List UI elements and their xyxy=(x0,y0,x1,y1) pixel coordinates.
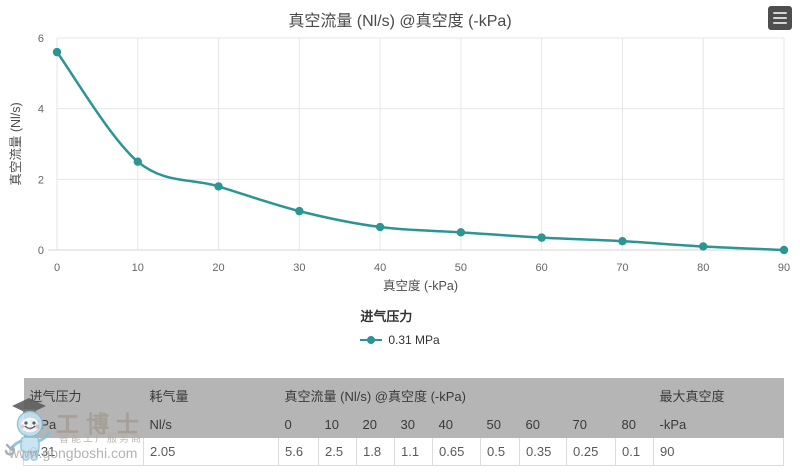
data-point[interactable] xyxy=(295,206,304,216)
unit-header: Nl/s xyxy=(143,410,279,438)
data-point[interactable] xyxy=(779,245,789,255)
x-tick-label: 80 xyxy=(697,262,709,274)
cell-flow-0: 5.6 xyxy=(278,438,319,466)
unit-header: 0 xyxy=(278,410,319,438)
column-group-vacuum-flow: 真空流量 (Nl/s) @真空度 (-kPa) xyxy=(278,378,654,410)
data-point[interactable] xyxy=(214,182,223,191)
unit-header: 50 xyxy=(480,410,520,438)
cell-flow-30: 1.1 xyxy=(394,438,433,466)
data-point[interactable] xyxy=(699,242,708,251)
data-point[interactable] xyxy=(52,47,62,57)
x-tick-label: 10 xyxy=(132,262,144,274)
data-point[interactable] xyxy=(133,157,142,166)
legend-title: 进气压力 xyxy=(360,309,413,324)
series-marker-icon xyxy=(360,336,383,344)
x-axis-title: 真空度 (-kPa) xyxy=(383,278,458,293)
table-row: 0.31 2.05 5.6 2.5 1.8 1.1 0.65 0.5 0.35 … xyxy=(23,438,785,466)
cell-flow-70: 0.25 xyxy=(566,438,616,466)
unit-header: 80 xyxy=(615,410,654,438)
cell-flow-50: 0.5 xyxy=(480,438,520,466)
x-tick-label: 90 xyxy=(778,262,790,274)
cell-flow-60: 0.35 xyxy=(519,438,567,466)
y-tick-label: 6 xyxy=(38,33,44,45)
cell-air-consumption: 2.05 xyxy=(143,438,279,466)
y-tick-label: 0 xyxy=(38,245,44,257)
legend-label: 0.31 MPa xyxy=(388,333,440,347)
hamburger-menu-icon xyxy=(773,11,787,15)
unit-header: 40 xyxy=(432,410,481,438)
unit-header: 60 xyxy=(519,410,567,438)
x-tick-label: 70 xyxy=(616,262,628,274)
unit-header: 20 xyxy=(356,410,395,438)
unit-header: 10 xyxy=(318,410,357,438)
data-point[interactable] xyxy=(618,236,627,246)
y-axis-title: 真空流量 (Nl/s) xyxy=(9,102,23,185)
column-group-max-vacuum: 最大真空度 xyxy=(653,378,784,410)
unit-header: MPa xyxy=(23,410,144,438)
line-chart-plot-area: 0 10 20 30 40 50 60 70 80 90 0 2 4 6 真空度 (-kPa) 真空流量 (N… xyxy=(9,33,790,293)
x-tick-label: 20 xyxy=(212,262,224,274)
cell-max-vacuum: 90 xyxy=(653,438,785,466)
table-unit-header-row: MPa Nl/s 0 10 20 30 40 50 60 70 80 -kPa xyxy=(23,410,784,438)
y-tick-label: 2 xyxy=(38,174,44,186)
chart-title: 真空流量 (Nl/s) @真空度 (-kPa) xyxy=(288,13,512,30)
column-group-air-consumption: 耗气量 xyxy=(143,378,279,410)
data-point[interactable] xyxy=(537,233,546,242)
x-tick-label: 30 xyxy=(293,262,305,274)
series-line xyxy=(55,50,786,252)
table-group-header-row: 进气压力 耗气量 真空流量 (Nl/s) @真空度 (-kPa) 最大真空度 xyxy=(23,378,784,410)
cell-flow-20: 1.8 xyxy=(356,438,395,466)
chart-legend: 进气压力 0.31 MPa xyxy=(0,306,800,347)
data-point[interactable] xyxy=(375,222,385,232)
unit-header: 30 xyxy=(394,410,433,438)
cell-inlet-pressure: 0.31 xyxy=(23,438,144,466)
x-tick-label: 40 xyxy=(374,262,386,274)
y-tick-label: 4 xyxy=(38,104,44,116)
unit-header: 70 xyxy=(566,410,616,438)
spec-table: 进气压力 耗气量 真空流量 (Nl/s) @真空度 (-kPa) 最大真空度 M… xyxy=(23,378,785,466)
chart-context-menu-button[interactable] xyxy=(768,6,792,30)
legend-item[interactable]: 0.31 MPa xyxy=(360,333,440,347)
unit-header: -kPa xyxy=(653,410,784,438)
x-tick-label: 50 xyxy=(455,262,467,274)
cell-flow-10: 2.5 xyxy=(318,438,357,466)
cell-flow-80: 0.1 xyxy=(614,438,654,466)
x-tick-label: 60 xyxy=(536,262,548,274)
cell-flow-40: 0.65 xyxy=(432,438,481,466)
data-point[interactable] xyxy=(456,228,466,237)
x-tick-label: 0 xyxy=(54,262,60,274)
column-group-inlet-pressure: 进气压力 xyxy=(23,378,144,410)
